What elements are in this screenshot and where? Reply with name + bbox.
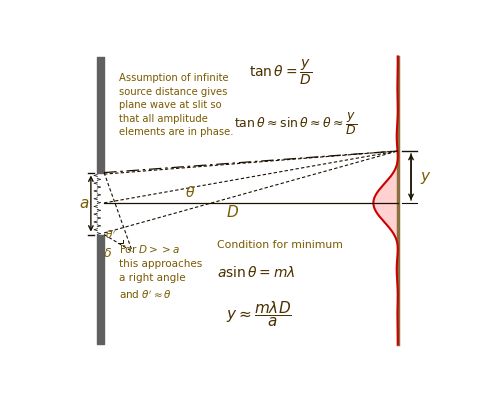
Text: $y$: $y$ (420, 170, 432, 186)
Text: $a$: $a$ (79, 196, 89, 211)
Text: $y \approx \dfrac{m\lambda D}{a}$: $y \approx \dfrac{m\lambda D}{a}$ (226, 298, 292, 328)
Text: $\delta$: $\delta$ (103, 247, 112, 259)
Text: $\theta$: $\theta$ (185, 185, 195, 200)
Text: $a\sin\theta = m\lambda$: $a\sin\theta = m\lambda$ (217, 264, 295, 279)
Text: For $D >> a$
this approaches
a right angle
and $\theta'\approx\theta$: For $D >> a$ this approaches a right ang… (119, 243, 202, 300)
Text: Condition for minimum: Condition for minimum (217, 239, 343, 249)
Text: $\tan\theta = \dfrac{y}{D}$: $\tan\theta = \dfrac{y}{D}$ (249, 57, 312, 87)
Text: $\tan\theta \approx \sin\theta \approx \theta \approx \dfrac{y}{D}$: $\tan\theta \approx \sin\theta \approx \… (234, 110, 357, 137)
Text: $\theta'$: $\theta'$ (105, 228, 116, 240)
Text: $D$: $D$ (226, 203, 240, 219)
Text: Assumption of infinite
source distance gives
plane wave at slit so
that all ampl: Assumption of infinite source distance g… (119, 73, 234, 137)
